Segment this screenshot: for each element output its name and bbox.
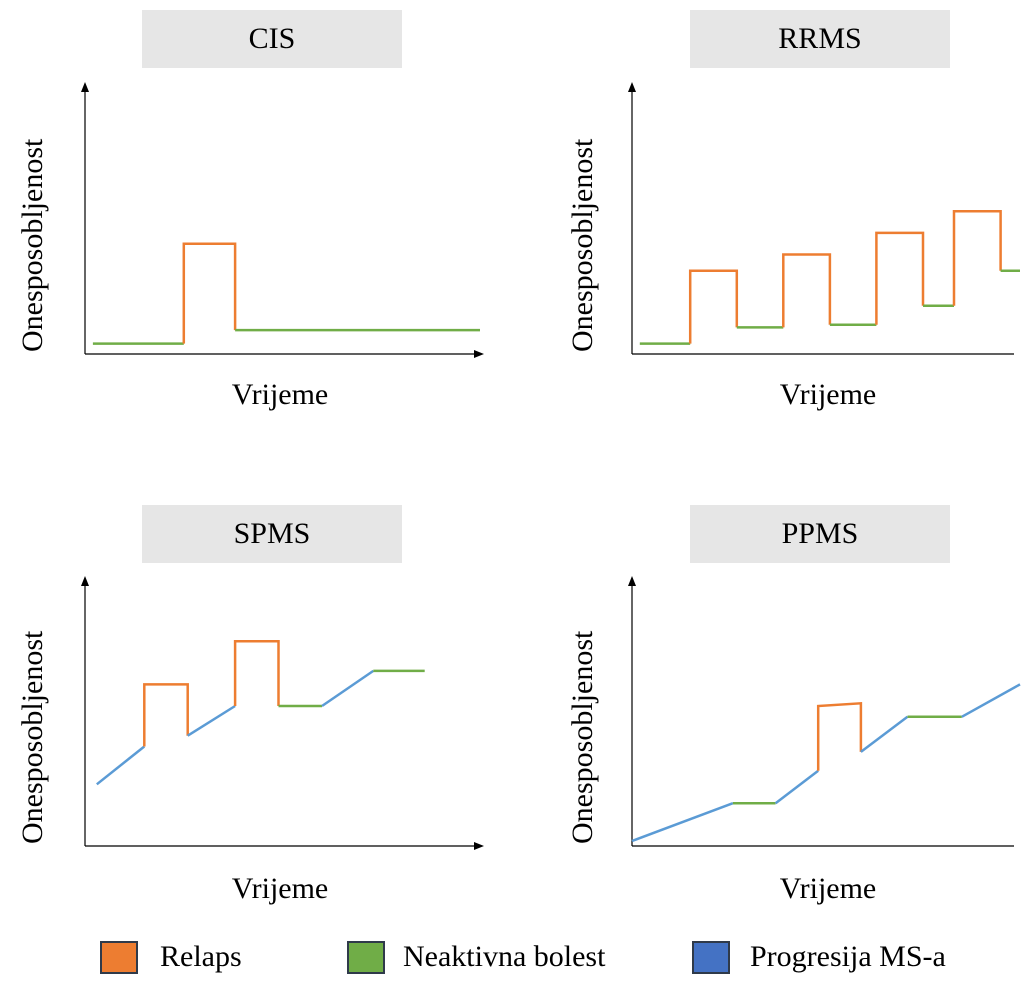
x-axis-label: Vrijeme [779, 378, 877, 411]
panel-title: CIS [142, 10, 402, 68]
rrms-relapse-segment [875, 231, 925, 325]
spms-y-axis-arrow [81, 576, 89, 586]
spms-relapse-segment [143, 683, 189, 747]
panel-title: PPMS [690, 505, 950, 563]
x-axis-label: Vrijeme [231, 872, 329, 905]
spms-progression-segment [96, 745, 146, 786]
ppms-y-axis-arrow [628, 576, 636, 586]
ppms-progression-segment [961, 683, 1021, 718]
ppms-progression-segment [774, 769, 819, 805]
cis-x-axis-arrow [474, 350, 484, 358]
rrms-relapse-segment [782, 253, 832, 328]
rrms-y-axis-arrow [628, 82, 636, 92]
legend-item-progression: Progresija MS-a [692, 940, 946, 974]
panel-title: SPMS [142, 505, 402, 563]
rrms-relapse-segment [952, 210, 1002, 306]
legend: Relaps Neaktivna bolest Progresija MS-a [0, 940, 1022, 985]
x-axis-label: Vrijeme [231, 378, 329, 411]
cis-relapse-segment [182, 242, 237, 344]
legend-item-inactive: Neaktivna bolest [347, 940, 605, 974]
legend-item-relapse: Relaps [100, 940, 242, 974]
legend-label: Relaps [160, 940, 242, 973]
spms-progression-segment [187, 704, 236, 737]
relapse-swatch [100, 940, 138, 974]
x-axis-label: Vrijeme [779, 872, 877, 905]
legend-label: Neaktivna bolest [403, 940, 606, 973]
ppms-relapse-segment [816, 701, 863, 771]
spms-progression-segment [321, 669, 375, 708]
legend-label: Progresija MS-a [750, 940, 946, 973]
spms-relapse-segment [233, 639, 280, 706]
progression-swatch [692, 940, 730, 974]
panel-title: RRMS [690, 10, 950, 68]
spms-x-axis-arrow [474, 842, 484, 850]
rrms-relapse-segment [688, 269, 739, 344]
ppms-progression-segment [631, 802, 734, 843]
cis-y-axis-arrow [81, 82, 89, 92]
inactive-swatch [347, 940, 385, 974]
ppms-progression-segment [860, 715, 909, 753]
